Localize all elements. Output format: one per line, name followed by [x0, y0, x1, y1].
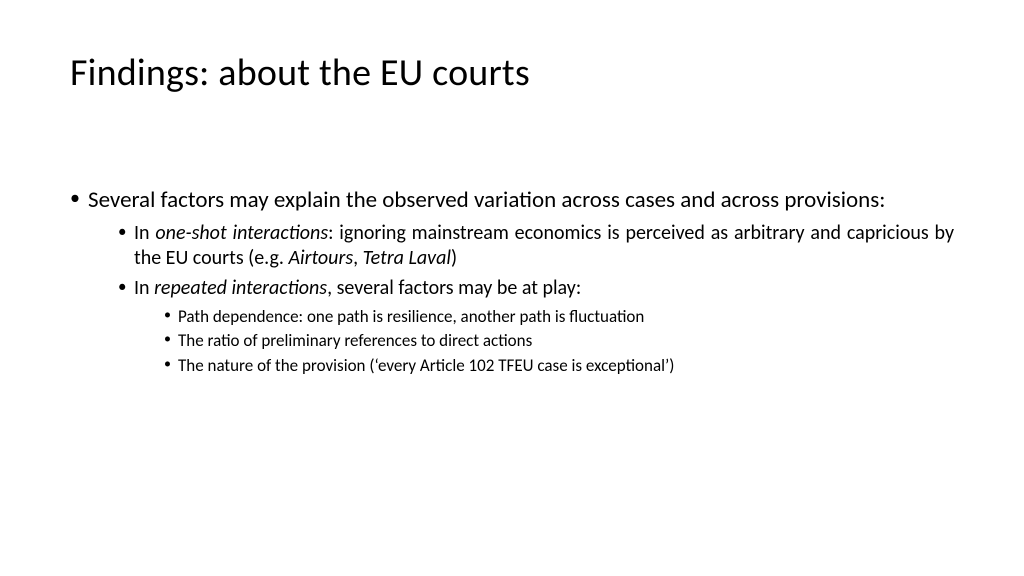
text-italic-airtours: Airtours	[288, 246, 353, 270]
bullet-list-lvl1: Several factors may explain the observed…	[70, 186, 954, 378]
slide: Findings: about the EU courts Several fa…	[0, 0, 1024, 576]
bullet-lvl2-repeated: In repeated interactions, several factor…	[118, 276, 954, 378]
text-sep: ,	[353, 246, 363, 270]
bullet-lvl3-ratio: The ratio of preliminary references to d…	[164, 330, 954, 353]
bullet-lvl3-nature: The nature of the provision (‘every Arti…	[164, 355, 954, 378]
bullet-lvl2-oneshot: In one-shot interactions: ignoring mains…	[118, 221, 954, 272]
text-italic-repeated: repeated interactions	[154, 276, 327, 300]
bullet-lvl3-path: Path dependence: one path is resilience,…	[164, 306, 954, 329]
bullet-list-lvl2: In one-shot interactions: ignoring mains…	[88, 221, 954, 379]
bullet-lvl1: Several factors may explain the observed…	[70, 186, 954, 378]
text-italic-oneshot: one-shot interactions	[155, 221, 328, 245]
bullet-list-lvl3: Path dependence: one path is resilience,…	[134, 306, 954, 379]
text-prefix: In	[134, 221, 155, 245]
text-suffix: )	[451, 246, 457, 270]
bullet-lvl1-text: Several factors may explain the observed…	[88, 186, 885, 214]
slide-title: Findings: about the EU courts	[70, 50, 954, 96]
text-italic-tetralaval: Tetra Laval	[363, 246, 451, 270]
text-prefix: In	[134, 276, 154, 300]
text-suffix: , several factors may be at play:	[327, 276, 581, 300]
